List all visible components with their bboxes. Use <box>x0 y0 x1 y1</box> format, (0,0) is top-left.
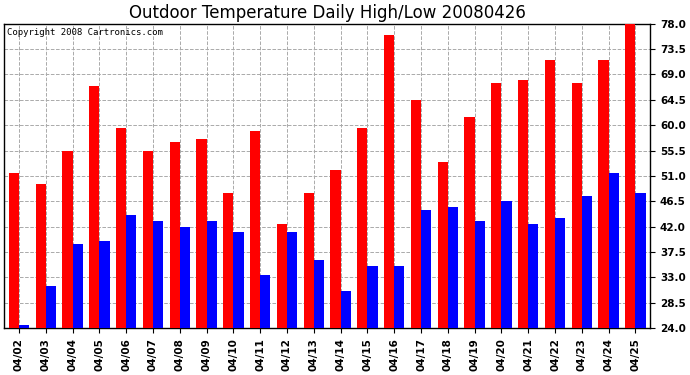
Bar <box>143 150 153 328</box>
Bar <box>250 131 260 328</box>
Text: Copyright 2008 Cartronics.com: Copyright 2008 Cartronics.com <box>8 28 164 37</box>
Bar <box>260 274 270 328</box>
Bar <box>99 241 110 328</box>
Bar <box>35 184 46 328</box>
Bar <box>555 218 565 328</box>
Bar <box>529 224 538 328</box>
Bar <box>19 325 29 328</box>
Bar <box>223 193 233 328</box>
Bar <box>46 286 56 328</box>
Bar <box>421 210 431 328</box>
Bar <box>518 80 529 328</box>
Bar <box>437 162 448 328</box>
Bar <box>502 201 512 328</box>
Bar <box>126 215 137 328</box>
Bar <box>357 128 367 328</box>
Bar <box>331 170 341 328</box>
Bar <box>609 173 619 328</box>
Bar <box>635 193 646 328</box>
Bar <box>464 117 475 328</box>
Bar <box>582 196 592 328</box>
Bar <box>170 142 180 328</box>
Bar <box>89 86 99 328</box>
Bar <box>411 100 421 328</box>
Bar <box>72 243 83 328</box>
Bar <box>287 232 297 328</box>
Bar <box>304 193 314 328</box>
Bar <box>545 60 555 328</box>
Bar <box>448 207 458 328</box>
Bar <box>153 221 163 328</box>
Bar <box>233 232 244 328</box>
Bar <box>572 83 582 328</box>
Bar <box>206 221 217 328</box>
Bar <box>394 266 404 328</box>
Bar <box>475 221 485 328</box>
Bar <box>384 35 394 328</box>
Bar <box>341 291 351 328</box>
Bar <box>9 173 19 328</box>
Bar <box>314 261 324 328</box>
Bar <box>598 60 609 328</box>
Bar <box>197 139 206 328</box>
Bar <box>367 266 377 328</box>
Bar <box>62 150 72 328</box>
Bar <box>116 128 126 328</box>
Bar <box>491 83 502 328</box>
Bar <box>277 224 287 328</box>
Title: Outdoor Temperature Daily High/Low 20080426: Outdoor Temperature Daily High/Low 20080… <box>129 4 526 22</box>
Bar <box>625 24 635 328</box>
Bar <box>180 226 190 328</box>
